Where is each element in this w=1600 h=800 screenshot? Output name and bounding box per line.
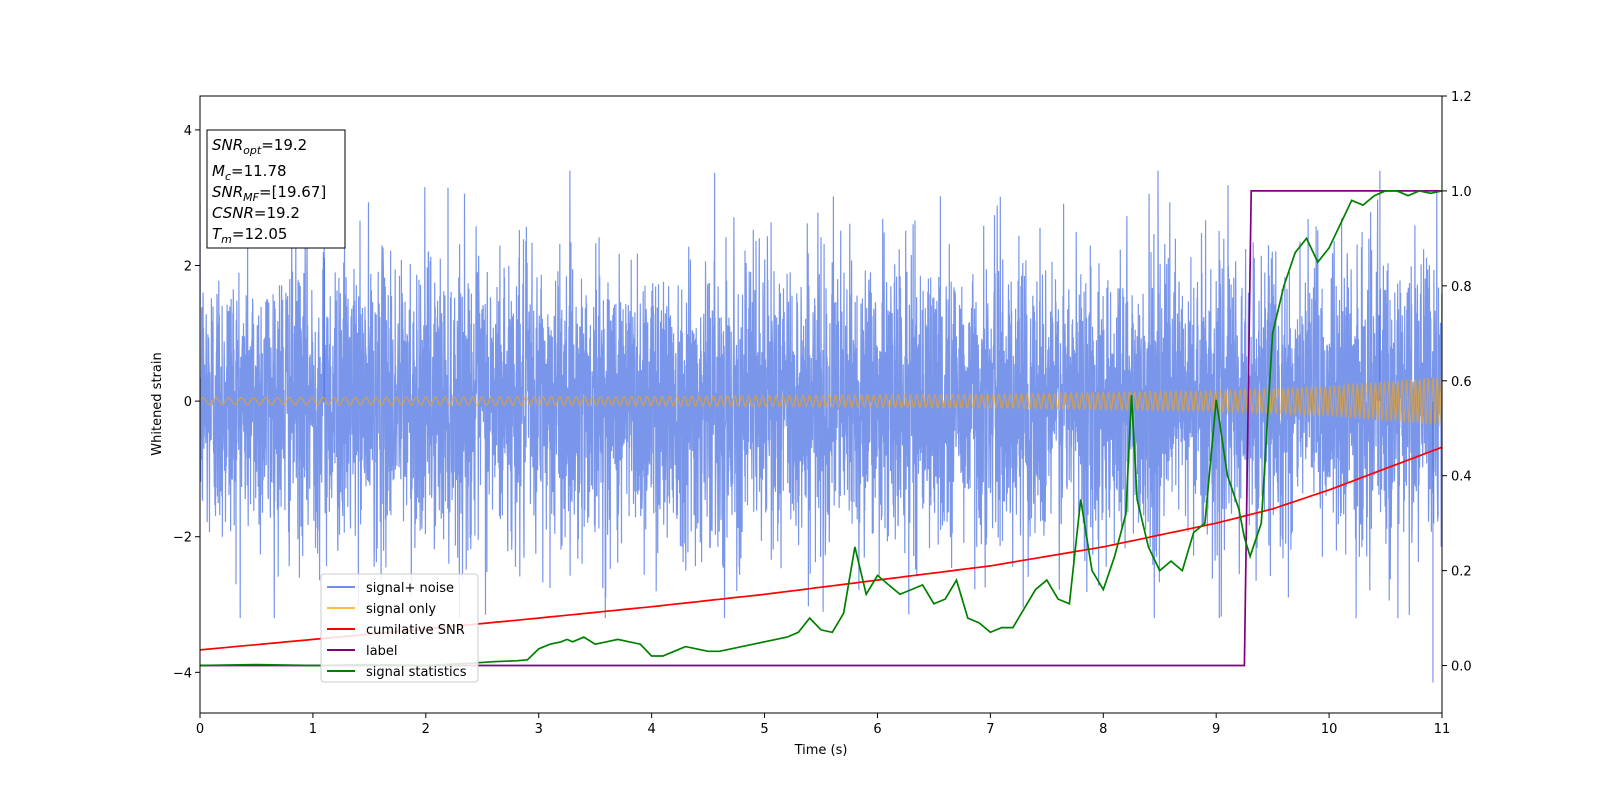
x-axis-label: Time (s) <box>794 743 848 758</box>
y-tick-label: 2 <box>184 260 192 275</box>
legend-label: label <box>366 644 397 659</box>
y2-tick-label: 0.0 <box>1451 660 1472 675</box>
y2-tick-label: 0.8 <box>1451 280 1472 295</box>
y-tick-label: −2 <box>173 531 192 546</box>
y-tick-label: 4 <box>184 124 192 139</box>
x-tick-label: 8 <box>1099 722 1107 737</box>
x-tick-label: 5 <box>760 722 768 737</box>
y-axis-label: Whitened strain <box>150 352 165 455</box>
y2-tick-label: 0.6 <box>1451 375 1472 390</box>
x-tick-label: 4 <box>647 722 655 737</box>
x-tick-label: 11 <box>1434 722 1451 737</box>
y-axis-left: −4 −2 0 2 4 <box>173 124 200 681</box>
series-signal-only <box>200 376 1442 428</box>
x-tick-label: 3 <box>535 722 543 737</box>
signal-only-line <box>200 376 1442 428</box>
y-tick-label: 0 <box>184 395 192 410</box>
signal-statistics-line <box>200 190 1442 667</box>
y2-tick-label: 0.4 <box>1451 470 1472 485</box>
legend: signal+ noise signal only cumilative SNR la… <box>320 573 479 683</box>
legend-label: cumilative SNR <box>366 623 465 638</box>
plot-frame <box>199 95 1443 714</box>
y-axis-right: 0.0 0.2 0.4 0.6 0.8 1.0 1.2 <box>1442 90 1472 675</box>
x-tick-label: 9 <box>1212 722 1220 737</box>
annotation-line: Tm=12.05 <box>212 225 287 246</box>
label-line <box>200 190 1442 667</box>
x-tick-label: 7 <box>986 722 994 737</box>
legend-label: signal statistics <box>366 665 467 680</box>
series-signal-statistics <box>200 190 1442 667</box>
legend-label: signal only <box>366 602 436 617</box>
legend-label: signal+ noise <box>366 581 454 596</box>
series-label <box>200 190 1442 667</box>
y-tick-label: −4 <box>173 666 192 681</box>
x-axis: 0 1 2 3 4 5 6 7 8 9 10 11 <box>196 713 1450 737</box>
y2-tick-label: 0.2 <box>1451 565 1472 580</box>
annotation-line: CSNR=19.2 <box>212 204 300 222</box>
x-tick-label: 1 <box>309 722 317 737</box>
signal-noise-line <box>200 170 1442 619</box>
x-tick-label: 6 <box>873 722 881 737</box>
annotation-line: SNRopt=19.2 <box>212 136 307 157</box>
plot-area <box>200 170 1442 683</box>
annotation-line: Mc=11.78 <box>212 162 287 183</box>
y2-tick-label: 1.0 <box>1451 185 1472 200</box>
x-tick-label: 2 <box>422 722 430 737</box>
x-tick-label: 0 <box>196 722 204 737</box>
annotation-line: SNRMF=[19.67] <box>212 183 326 204</box>
y2-tick-label: 1.2 <box>1451 90 1472 105</box>
x-tick-label: 10 <box>1321 722 1338 737</box>
series-signal-noise <box>200 170 1442 683</box>
annotation-box: SNRopt=19.2 Mc=11.78SNRMF=[19.67]CSNR=19.… <box>206 129 346 249</box>
